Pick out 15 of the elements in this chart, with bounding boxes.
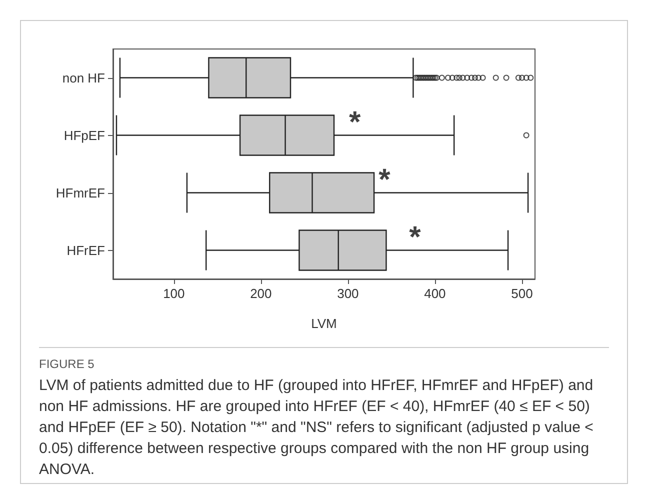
x-tick-label: 400 (424, 286, 446, 301)
x-tick-label: 500 (511, 286, 533, 301)
x-tick-label: 300 (337, 286, 359, 301)
annotation: * (378, 163, 391, 196)
y-tick-label: HFrEF (66, 242, 106, 258)
annotation: * (409, 220, 422, 254)
y-tick-label: non HF (62, 70, 106, 86)
y-tick-label: HFmrEF (56, 185, 106, 200)
x-axis-title: LVM (311, 316, 337, 331)
annotation: * (349, 106, 362, 139)
text: LVM of patients admitted due to HF (grouped into HFrEF, HFmrEF and HFpEF) and non HF admissions. HF are grouped into HFrEF (EF < 40), HFmrEF (40 ≤ EF < 50) and HFpEF (EF ≥ 50). Notation "*" and "NS" refers to significant (adjusted p value < 0.05) difference between respective groups compared with the non HF group using ANOVA. (39, 376, 594, 480)
y-tick-label: HFpEF (64, 128, 106, 143)
x-tick-label: 200 (250, 286, 272, 301)
caption: FIGURE 5 (39, 357, 96, 371)
x-tick-label: 100 (163, 286, 185, 301)
